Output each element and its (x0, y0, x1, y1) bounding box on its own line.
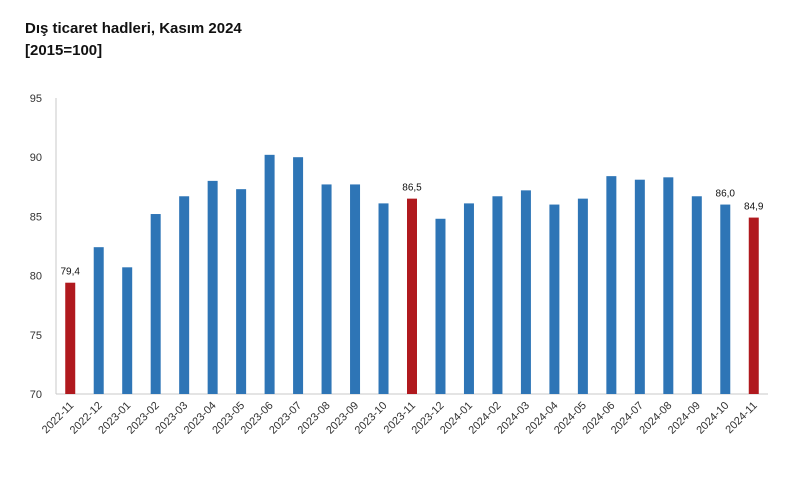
bar-2024-11 (748, 217, 759, 394)
bar-2024-10 (720, 204, 731, 394)
bar-2024-01 (463, 203, 474, 394)
y-tick-label: 95 (30, 93, 42, 105)
x-tick-label: 2024-11 (723, 400, 759, 436)
title-block: Dış ticaret hadleri, Kasım 2024 [2015=10… (25, 18, 242, 62)
bar-2023-12 (435, 218, 446, 394)
y-tick-label: 85 (30, 211, 42, 223)
bar-2024-09 (691, 196, 702, 394)
bar-2023-03 (179, 196, 190, 394)
bar-2024-07 (634, 179, 645, 394)
data-label-2024-10: 86,0 (716, 189, 736, 200)
y-tick-label: 70 (30, 389, 42, 401)
bar-2024-02 (492, 196, 503, 394)
bar-2023-02 (150, 214, 161, 394)
data-label-2022-11: 79,4 (61, 267, 81, 278)
chart-subtitle: [2015=100] (25, 42, 103, 59)
bar-2023-11 (407, 198, 417, 394)
bar-2023-07 (293, 157, 304, 394)
bar-2023-10 (378, 203, 389, 394)
bar-2022-11 (65, 282, 76, 394)
bar-2023-09 (350, 184, 361, 394)
y-tick-label: 80 (30, 271, 42, 283)
bar-2024-04 (549, 204, 560, 394)
bar-2024-03 (520, 190, 531, 394)
bar-2024-05 (577, 198, 588, 394)
bar-2023-04 (207, 180, 218, 394)
bar-2024-06 (606, 176, 617, 394)
data-label-2024-11: 84,9 (744, 202, 764, 213)
bar-2024-08 (663, 177, 674, 394)
bar-2023-05 (236, 189, 247, 394)
y-tick-label: 90 (30, 152, 42, 164)
bar-2023-08 (321, 184, 332, 394)
bar-2023-01 (122, 267, 133, 394)
data-label-2023-11: 86,5 (402, 183, 422, 194)
bar-2022-12 (93, 247, 104, 394)
chart-title: Dış ticaret hadleri, Kasım 2024 (25, 20, 242, 37)
y-tick-label: 75 (30, 330, 42, 342)
bar-2023-06 (264, 154, 275, 394)
